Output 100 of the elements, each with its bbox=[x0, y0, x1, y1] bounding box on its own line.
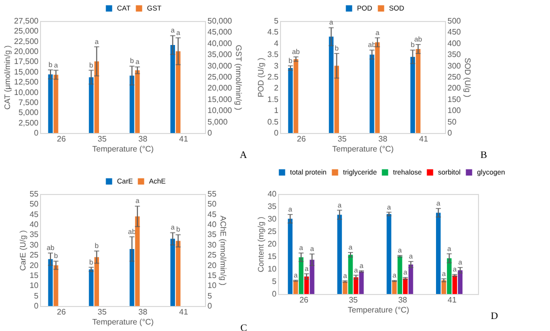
y-tick-label: 1 bbox=[274, 106, 280, 116]
x-tick-label: 26 bbox=[299, 296, 309, 304]
x-tick-label: 35 bbox=[348, 296, 358, 304]
bar bbox=[298, 257, 304, 294]
y2-tick-label: 350 bbox=[448, 50, 462, 60]
y-tick-label: 15,000 bbox=[14, 67, 40, 76]
x-tick-label: 41 bbox=[419, 134, 429, 144]
y-axis-title: CarE (U/g ) bbox=[18, 230, 28, 271]
x-tick-label: 35 bbox=[98, 134, 108, 144]
y2-tick-label: 10 bbox=[208, 281, 217, 290]
y2-tick-label: 500 bbox=[448, 16, 462, 26]
y2-tick-label: 15 bbox=[208, 270, 217, 280]
x-tick-label: 38 bbox=[398, 296, 408, 304]
bar bbox=[452, 276, 458, 294]
y-tick-label: 7,500 bbox=[18, 98, 40, 107]
y2-tick-label: 55 bbox=[208, 190, 217, 198]
y-tick-label: 2,500 bbox=[18, 118, 40, 128]
bar bbox=[436, 212, 441, 294]
x-tick-label: 35 bbox=[338, 134, 348, 144]
y-tick-label: 50 bbox=[30, 200, 40, 209]
y-tick-label: 25 bbox=[268, 227, 278, 236]
x-tick-label: 26 bbox=[56, 308, 66, 316]
y2-tick-label: 100 bbox=[448, 106, 462, 116]
y-tick-label: 0 bbox=[274, 128, 280, 138]
y-tick-label: 20,000 bbox=[14, 47, 40, 56]
y-tick-label: 20 bbox=[30, 260, 40, 270]
y2-tick-label: 200 bbox=[448, 84, 462, 93]
y2-tick-label: 10,000 bbox=[208, 106, 233, 116]
y2-tick-label: 400 bbox=[448, 38, 462, 48]
bar bbox=[359, 272, 364, 294]
x-tick-label: 38 bbox=[378, 134, 388, 144]
text: B bbox=[480, 150, 488, 161]
y2-tick-label: 5,000 bbox=[208, 117, 228, 126]
y2-tick-label: 50,000 bbox=[208, 16, 233, 26]
y2-tick-label: 45 bbox=[208, 210, 217, 219]
bar bbox=[446, 258, 452, 294]
bar bbox=[354, 277, 358, 294]
bar bbox=[408, 264, 414, 294]
text: D bbox=[490, 311, 498, 322]
y2-tick-label: 40 bbox=[208, 220, 217, 230]
y-tick-label: 4.5 bbox=[267, 28, 280, 37]
y2-tick-label: 15,000 bbox=[208, 94, 233, 104]
y-tick-label: 4 bbox=[274, 38, 280, 48]
y-tick-label: 30 bbox=[268, 214, 278, 224]
y-axis-title: CAT (μmol/min/g ) bbox=[3, 45, 12, 110]
x-axis-title: Temperature (°C) bbox=[348, 306, 410, 314]
y-tick-label: 1.5 bbox=[267, 94, 280, 104]
bar bbox=[398, 256, 402, 294]
bar bbox=[386, 214, 392, 294]
x-tick-label: 41 bbox=[179, 308, 189, 316]
y-tick-label: 30 bbox=[30, 240, 40, 250]
y-axis-title: POD (U/g ) bbox=[256, 57, 266, 98]
x-axis-title: Temperature (°C) bbox=[332, 144, 394, 154]
y-tick-label: 3.5 bbox=[267, 50, 280, 60]
x-tick-label: 41 bbox=[179, 134, 189, 144]
y-tick-label: 10,000 bbox=[14, 88, 40, 97]
bar bbox=[310, 260, 314, 294]
y-tick-label: 5 bbox=[274, 16, 280, 26]
x-tick-label: 35 bbox=[98, 308, 108, 316]
bar bbox=[342, 282, 348, 294]
y-tick-label: 40 bbox=[30, 220, 40, 230]
bar bbox=[403, 278, 408, 294]
y-axis-title: Content (mg/g ) bbox=[256, 216, 266, 272]
y-tick-label: 12,500 bbox=[14, 78, 40, 87]
x-axis-title: Temperature (°C) bbox=[92, 144, 154, 154]
y-tick-label: 5 bbox=[34, 291, 40, 300]
y-tick-label: 27,500 bbox=[14, 16, 40, 26]
y-tick-label: 15 bbox=[268, 252, 278, 261]
x-tick-label: 38 bbox=[138, 308, 148, 316]
y-tick-label: 40 bbox=[268, 190, 278, 198]
y-tick-label: 45 bbox=[30, 210, 40, 219]
y-tick-label: 17,500 bbox=[14, 57, 40, 66]
bar bbox=[392, 281, 397, 294]
y2-tick-label: 450 bbox=[448, 28, 462, 37]
y2-tick-label: 5 bbox=[208, 291, 212, 300]
y2-tick-label: 20,000 bbox=[208, 84, 233, 93]
y2-tick-label: 0 bbox=[208, 302, 212, 310]
y2-tick-label: 45,000 bbox=[208, 28, 233, 37]
y-tick-label: 25,000 bbox=[14, 26, 40, 36]
y2-tick-label: 35 bbox=[208, 230, 217, 240]
y-tick-label: 35 bbox=[30, 230, 40, 240]
x-tick-label: 26 bbox=[296, 134, 306, 144]
bar bbox=[348, 254, 353, 294]
y-tick-label: 3 bbox=[274, 61, 280, 70]
y-tick-label: 0 bbox=[34, 128, 40, 138]
y2-tick-label: 40,000 bbox=[208, 38, 233, 48]
y-tick-label: 0 bbox=[34, 302, 40, 310]
y2-tick-label: 30,000 bbox=[208, 61, 233, 70]
y2-axis-title: AChE (nmol/min/g ) bbox=[218, 216, 228, 286]
y2-tick-label: 150 bbox=[448, 94, 462, 104]
bar bbox=[288, 218, 293, 294]
y2-tick-label: 0 bbox=[208, 128, 212, 138]
y-tick-label: 10 bbox=[268, 264, 278, 274]
y2-tick-label: 25 bbox=[208, 250, 217, 260]
y-tick-label: 0.5 bbox=[267, 117, 280, 126]
y2-tick-label: 250 bbox=[448, 72, 462, 82]
y-tick-label: 5,000 bbox=[18, 108, 40, 118]
y-tick-label: 10 bbox=[30, 281, 40, 290]
text: A bbox=[240, 150, 248, 161]
y2-axis-title: GST (nmol/min/g ) bbox=[234, 44, 243, 110]
